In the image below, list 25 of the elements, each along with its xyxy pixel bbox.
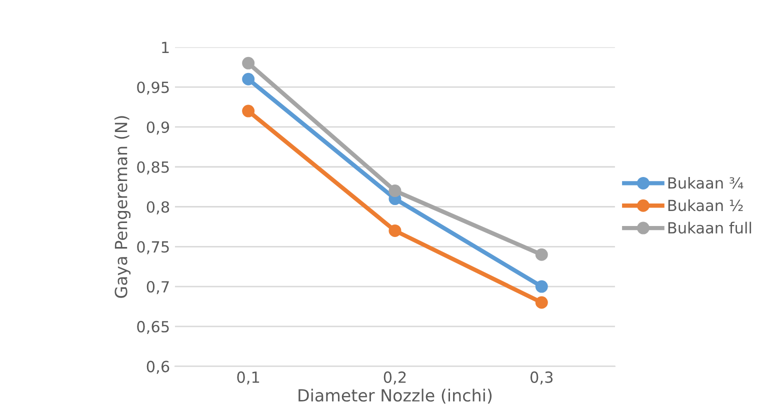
x-tick-label: 0,2	[384, 371, 406, 385]
y-tick-label: 0,8	[146, 201, 170, 214]
point	[535, 296, 548, 309]
x-axis-title: Diameter Nozzle (inchi)	[298, 388, 492, 404]
x-tick-label: 0,3	[530, 371, 553, 385]
y-tick-label: 0,95	[137, 82, 169, 95]
y-tick-label: 0,75	[137, 241, 169, 254]
point	[535, 248, 548, 261]
legend-label: Bukaan ¾	[668, 176, 744, 189]
x-tick-label: 0,1	[237, 371, 260, 385]
y-tick-label: 0,7	[146, 280, 169, 294]
legend-label: Bukaan ½	[668, 199, 743, 212]
point	[242, 56, 255, 70]
y-tick-label: 1	[162, 42, 169, 54]
point	[535, 280, 548, 293]
y-tick-label: 0,6	[146, 360, 170, 374]
legend-label: Bukaan full	[668, 222, 752, 234]
y-tick-label: 0,65	[137, 320, 169, 334]
point	[388, 184, 402, 198]
point	[242, 104, 255, 118]
point	[388, 224, 402, 237]
y-tick-label: 0,85	[137, 161, 169, 174]
y-tick-label: 0,9	[146, 121, 170, 135]
y-axis-title: Gaya Pengereman (N)	[114, 116, 131, 298]
point	[242, 72, 255, 86]
